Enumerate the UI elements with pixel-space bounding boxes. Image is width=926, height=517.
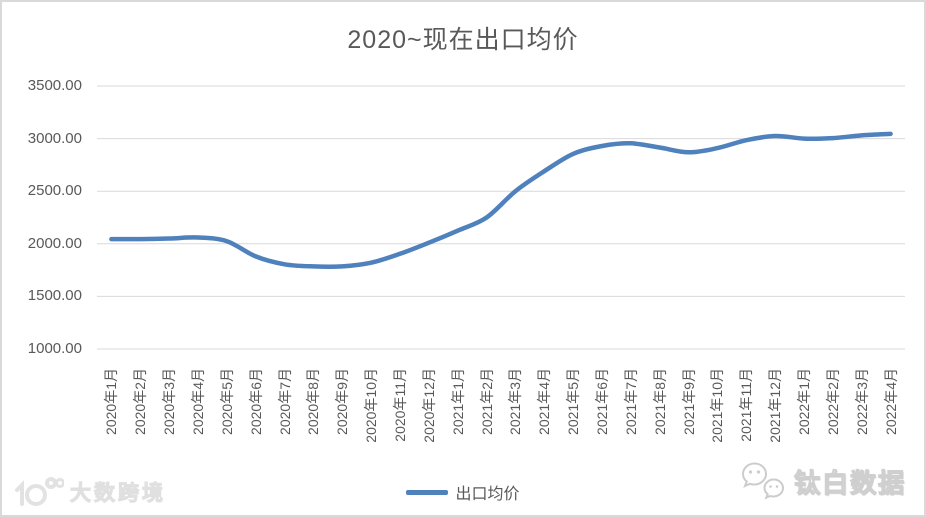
- x-axis-label: 2021年7月: [622, 368, 639, 435]
- watermark-right-text: 钛白数据: [793, 467, 906, 498]
- x-axis-label: 2021年11月: [738, 368, 755, 442]
- x-axis-label: 2021年3月: [507, 368, 524, 435]
- line-series: [109, 131, 893, 270]
- x-axis-label: 2021年4月: [536, 368, 553, 435]
- legend-line-swatch: [406, 489, 449, 495]
- x-axis-label: 2020年4月: [190, 368, 206, 435]
- x-axis-label: 2021年8月: [651, 368, 668, 435]
- y-axis-label: 3000.00: [27, 129, 82, 147]
- x-axis-label: 2020年6月: [247, 368, 264, 435]
- x-axis-label: 2020年3月: [161, 368, 178, 435]
- y-axis-label: 1000.00: [27, 340, 82, 357]
- x-axis-label: 2020年10月: [363, 368, 380, 443]
- y-axis-label: 3500.00: [27, 77, 82, 94]
- wechat-icon: [740, 461, 786, 501]
- legend-label: 出口均价: [455, 486, 520, 503]
- x-axis-label: 2020年9月: [334, 368, 351, 435]
- legend: 出口均价: [2, 480, 924, 504]
- dashukuajing-logo-icon: [12, 473, 64, 511]
- x-axis-label: 2022年3月: [853, 368, 870, 435]
- x-axis-label: 2020年1月: [103, 368, 120, 435]
- watermark-left-text: 大数跨境: [70, 482, 166, 506]
- x-axis-label: 2021年1月: [449, 368, 466, 435]
- x-axis-label: 2022年4月: [882, 368, 899, 435]
- x-axis-label: 2020年5月: [218, 368, 235, 435]
- watermark-bottom-left: 大数跨境: [12, 473, 166, 511]
- x-axis-label: 2021年5月: [565, 368, 582, 435]
- x-axis-label: 2021年12月: [767, 368, 784, 443]
- chart-title: 2020~现在出口均价: [347, 26, 579, 54]
- x-axis-label: 2020年2月: [132, 368, 149, 435]
- x-axis-label: 2021年9月: [680, 368, 697, 435]
- x-axis-label: 2020年7月: [276, 368, 293, 435]
- x-axis-label: 2021年2月: [478, 368, 495, 435]
- y-axis-label: 1500.00: [27, 287, 82, 305]
- x-axis-label: 2021年10月: [709, 368, 726, 443]
- x-axis-label: 2021年6月: [594, 368, 610, 435]
- y-axis-label: 2500.00: [27, 182, 82, 200]
- y-axis-label: 2000.00: [27, 234, 82, 252]
- x-axis-label: 2020年11月: [392, 368, 408, 442]
- x-axis-label: 2022年1月: [796, 368, 812, 435]
- x-axis-label: 2020年12月: [420, 368, 437, 443]
- x-axis-label: 2020年8月: [305, 368, 322, 435]
- x-axis-label: 2022年2月: [824, 368, 841, 435]
- watermark-bottom-right: 钛白数据: [740, 461, 906, 501]
